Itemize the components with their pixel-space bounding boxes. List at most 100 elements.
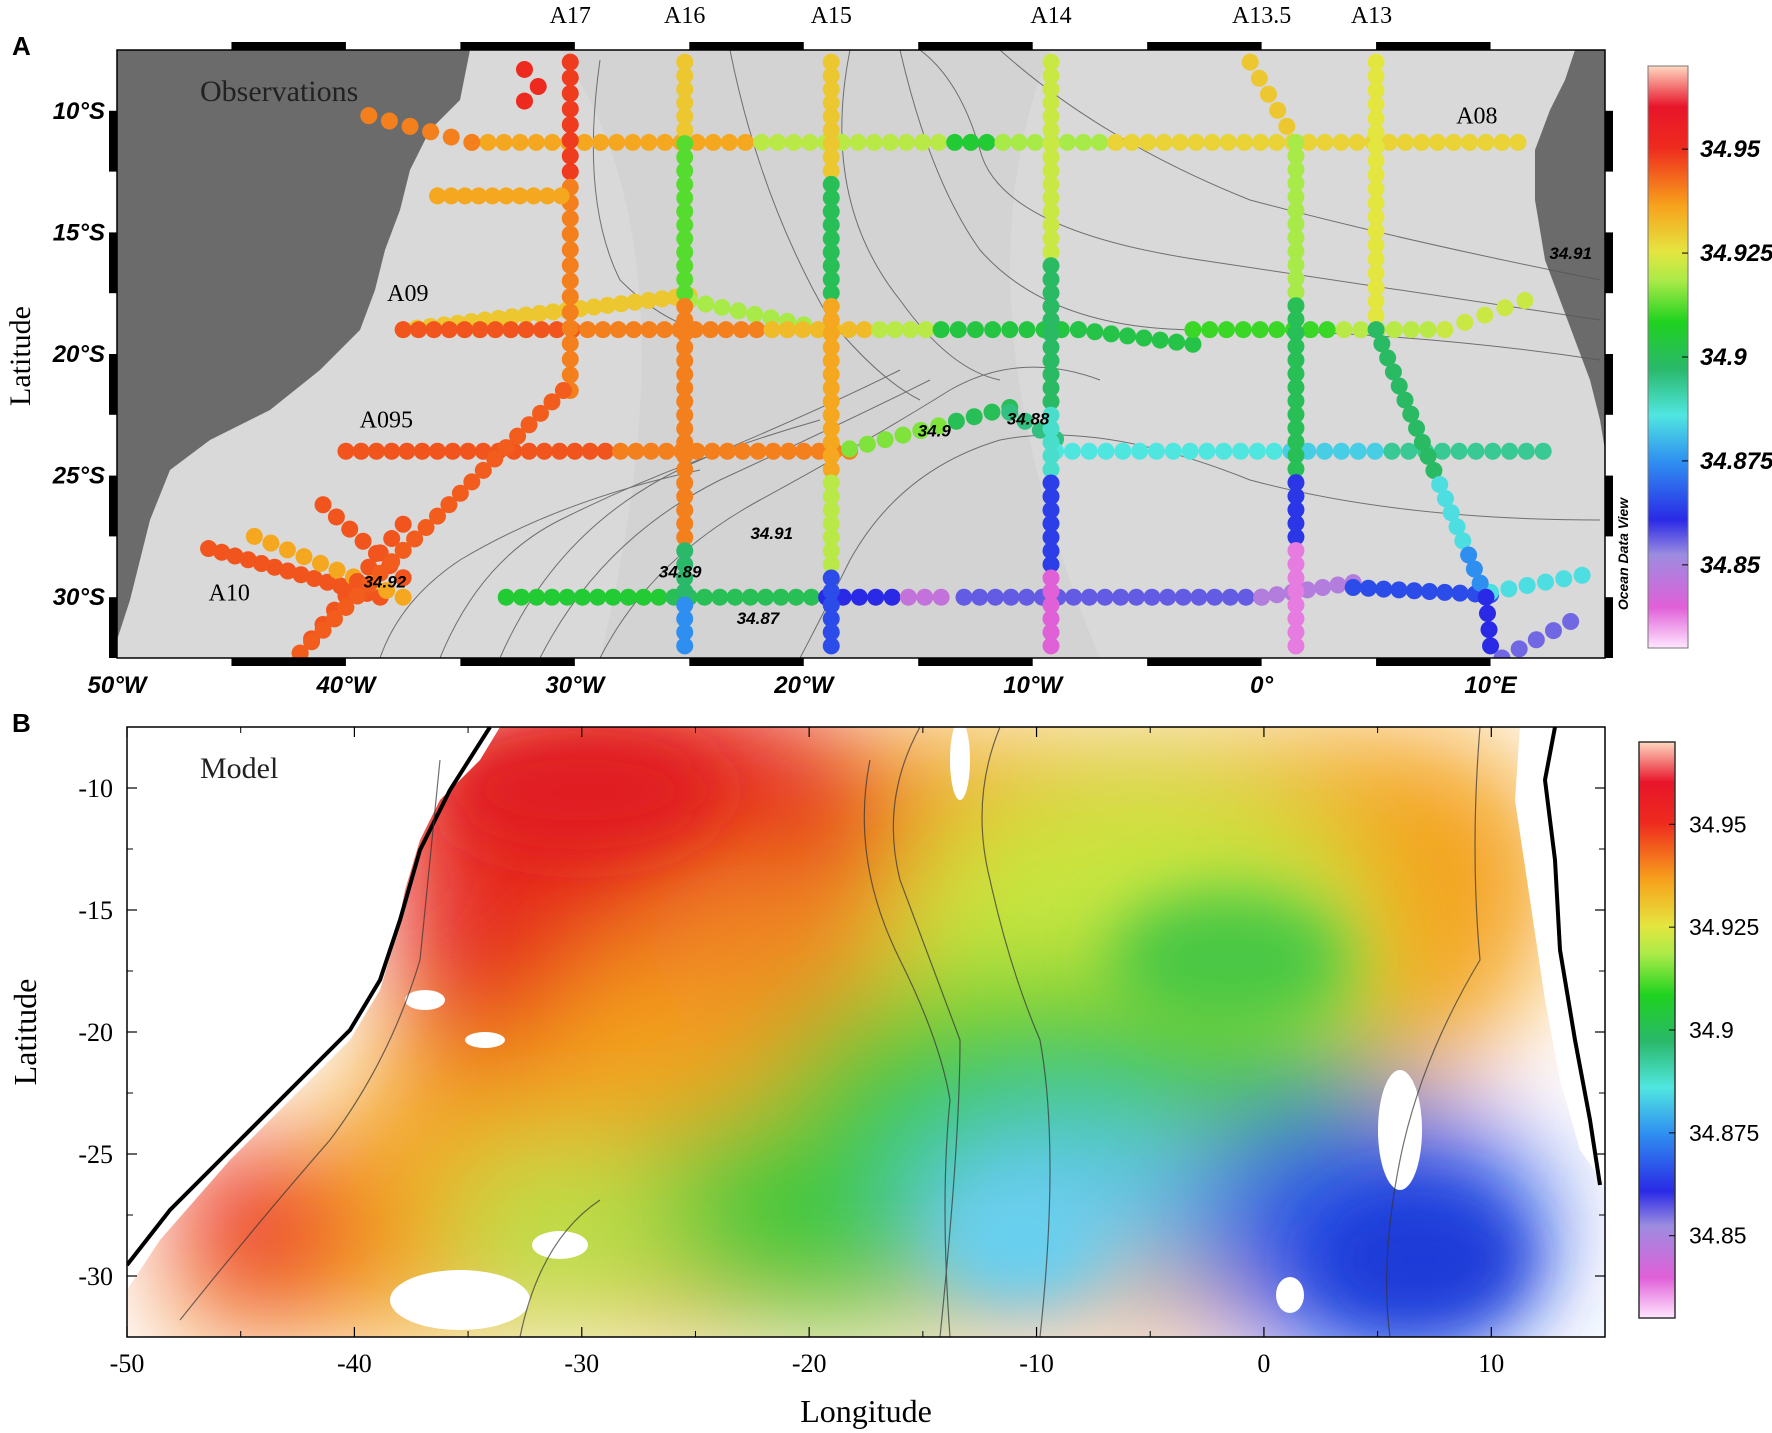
station-dot (599, 296, 617, 314)
frame-bar-right (1605, 475, 1613, 537)
station-dot (822, 569, 840, 587)
station-dot (1042, 121, 1060, 139)
station-dot (1042, 610, 1060, 628)
station-dot (1042, 501, 1060, 519)
station-dot (474, 461, 492, 479)
station-dot (822, 501, 840, 519)
station-dot (726, 588, 744, 606)
station-dot (1042, 94, 1060, 112)
station-dot (1287, 501, 1305, 519)
station-dot (266, 558, 284, 576)
station-dot (1042, 365, 1060, 383)
panel-a-colorbar-ticks: 34.95 34.925 34.9 34.875 34.85 (1682, 136, 1772, 579)
station-dot (589, 588, 607, 606)
station-dot (1112, 588, 1130, 606)
station-dot (676, 610, 694, 628)
station-dot (1151, 331, 1169, 349)
station-dot (360, 107, 378, 125)
station-dot (1058, 133, 1076, 151)
station-dot (1268, 133, 1286, 151)
station-dot (1139, 133, 1157, 151)
station-dot (802, 588, 820, 606)
station-dot (676, 420, 694, 438)
station-dot (1065, 588, 1083, 606)
station-dot (676, 528, 694, 546)
station-dot (1042, 488, 1060, 506)
station-dot (1042, 583, 1060, 601)
lon-tick-label: -50 (110, 1349, 145, 1378)
station-dot (1518, 577, 1536, 595)
station-dot (561, 303, 579, 321)
station-dot (822, 623, 840, 641)
station-dot (1344, 578, 1362, 596)
station-dot (1448, 518, 1466, 536)
station-dot (371, 544, 389, 562)
station-dot (822, 542, 840, 560)
frame-bar-top (918, 42, 1033, 50)
station-dot (1390, 377, 1408, 395)
station-dot (1413, 433, 1431, 451)
lon-tick-label: 40°W (315, 672, 377, 699)
station-dot (986, 588, 1004, 606)
station-dot (1496, 299, 1514, 317)
africa-landmass (1535, 50, 1605, 450)
station-dot (711, 588, 729, 606)
station-dot (1527, 631, 1545, 649)
station-dot (1001, 321, 1019, 339)
station-dot (822, 80, 840, 98)
contour-label: 34.9 (918, 422, 952, 441)
station-dot (801, 133, 819, 151)
station-dot (1451, 584, 1469, 602)
station-dot (1367, 138, 1385, 156)
station-dot (822, 311, 840, 329)
station-dot (627, 442, 645, 460)
station-dot (676, 284, 694, 302)
station-dot (676, 623, 694, 641)
station-dot (1042, 569, 1060, 587)
station-dot (1042, 555, 1060, 573)
station-dot (1287, 365, 1305, 383)
station-dot (502, 321, 520, 339)
station-dot (1367, 236, 1385, 254)
station-dot (1181, 442, 1199, 460)
station-dot (1018, 588, 1036, 606)
station-dot (1287, 406, 1305, 424)
station-dot (947, 412, 965, 430)
station-dot (463, 473, 481, 491)
station-dot (1119, 327, 1137, 345)
station-dot (1097, 442, 1115, 460)
station-dot (1493, 133, 1511, 151)
station-dot (1042, 420, 1060, 438)
station-dot (718, 442, 736, 460)
station-dot (624, 133, 642, 151)
station-dot (612, 442, 630, 460)
station-dot (538, 187, 556, 205)
station-dot (1476, 306, 1494, 324)
station-dot (532, 404, 550, 422)
lon-tick-label: 10°W (1003, 672, 1064, 699)
station-dot (1335, 321, 1353, 339)
station-dot (676, 148, 694, 166)
station-dot (1042, 297, 1060, 315)
station-dot (1042, 393, 1060, 411)
station-dot (741, 588, 759, 606)
station-dot (983, 403, 1001, 421)
station-dot (226, 547, 244, 565)
station-dot (1042, 474, 1060, 492)
lat-tick-label: -30 (78, 1262, 113, 1291)
station-dot (422, 123, 440, 141)
station-dot (1332, 133, 1350, 151)
station-dot (1516, 291, 1534, 309)
station-dot (1042, 257, 1060, 275)
station-dot (822, 257, 840, 275)
station-dot (517, 321, 535, 339)
station-dot (1477, 133, 1495, 151)
station-dot (1042, 542, 1060, 560)
station-dot (635, 588, 653, 606)
station-dot (697, 295, 715, 313)
station-dot (1127, 588, 1145, 606)
station-dot (1287, 623, 1305, 641)
lat-tick-label: 10°S (53, 98, 105, 125)
frame-bar-bottom (1147, 658, 1262, 666)
